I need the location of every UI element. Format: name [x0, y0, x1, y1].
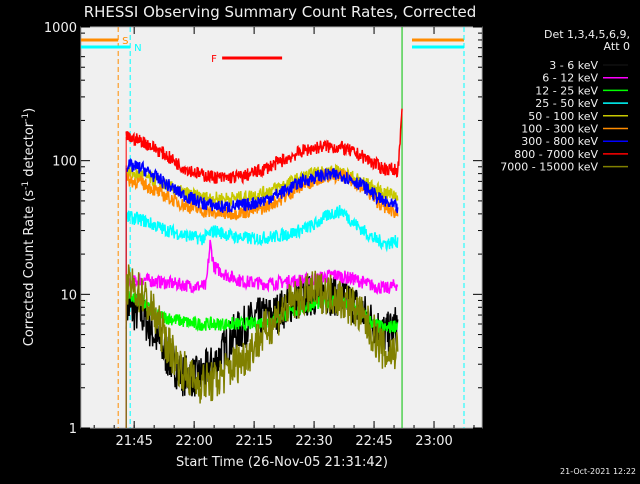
legend-label: 300 - 800 keV — [521, 135, 598, 148]
generation-timestamp: 21-Oct-2021 12:22 — [560, 467, 636, 476]
legend-header-attenuator: Att 0 — [604, 40, 630, 53]
y-tick-label: 1 — [69, 422, 77, 437]
legend-label: 6 - 12 keV — [542, 72, 598, 85]
series-line-3 — [125, 204, 399, 253]
series-line-7 — [125, 108, 403, 185]
y-tick-label: 1000 — [44, 21, 77, 36]
plot-frame — [80, 26, 483, 429]
x-tick-label: 22:00 — [175, 434, 212, 449]
legend-label: 7000 - 15000 keV — [500, 161, 598, 174]
x-tick-label: 21:45 — [115, 434, 152, 449]
x-tick-label: 23:00 — [415, 434, 452, 449]
flag-markers: SN F — [81, 27, 465, 428]
legend-label: 25 - 50 keV — [535, 97, 598, 110]
plot-area — [81, 27, 482, 428]
y-axis-label-sup2: -1 — [21, 113, 31, 122]
legend-label: 800 - 7000 keV — [514, 148, 598, 161]
x-axis-label: Start Time (26-Nov-05 21:31:42) — [176, 455, 388, 470]
y-axis-label-sup1: -1 — [21, 181, 31, 190]
series-line-8 — [125, 264, 399, 404]
flag-label-f: F — [211, 54, 217, 65]
x-tick-label: 22:45 — [355, 434, 392, 449]
y-tick-label: 10 — [60, 288, 77, 303]
legend-label: 100 - 300 keV — [521, 123, 598, 136]
x-tick-label: 22:30 — [295, 434, 332, 449]
series-layer — [125, 108, 403, 428]
axes: 21:45 22:00 22:15 22:30 22:45 23:00 1 10 100 1000 — [44, 21, 483, 449]
chart-title: RHESSI Observing Summary Count Rates, Co… — [84, 3, 477, 21]
y-axis-label-part3: ) — [22, 108, 37, 113]
legend-label: 50 - 100 keV — [528, 110, 598, 123]
legend-header-detectors: Det 1,3,4,5,6,9, — [544, 28, 630, 41]
y-tick-label: 100 — [52, 155, 77, 170]
y-axis-label-part1: Corrected Count Rate (s — [22, 190, 37, 347]
legend-label: 12 - 25 keV — [535, 84, 598, 97]
y-axis-label-part2: detector — [22, 121, 37, 181]
flag-label-s: S — [122, 36, 128, 47]
series-line-1 — [125, 239, 399, 295]
x-tick-label: 22:15 — [235, 434, 272, 449]
flag-label-n: N — [134, 43, 141, 54]
series-line-6 — [125, 157, 399, 214]
legend-label: 3 - 6 keV — [549, 59, 598, 72]
y-axis-label: Corrected Count Rate (s-1 detector-1) — [21, 108, 37, 346]
